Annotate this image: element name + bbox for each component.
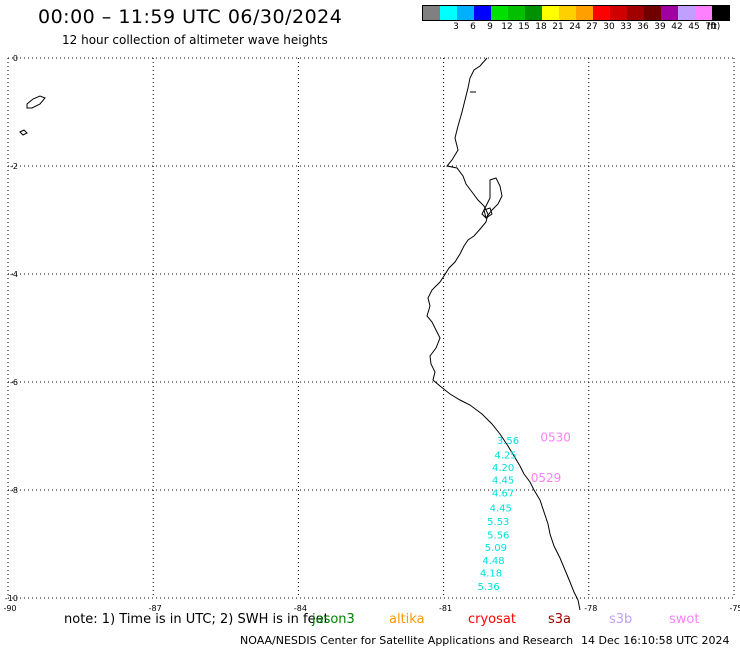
- longitude-label: -81: [439, 604, 452, 612]
- legend-label: 3: [453, 22, 459, 32]
- longitude-label: -87: [149, 604, 162, 612]
- legend-swatch: [542, 6, 559, 20]
- credit-text: NOAA/NESDIS Center for Satellite Applica…: [240, 634, 574, 647]
- generated-timestamp: 14 Dec 16:10:58 UTC 2024: [581, 634, 730, 647]
- latitude-label: -2: [10, 162, 18, 171]
- legend-label: 42: [671, 22, 683, 32]
- galapagos-island-large: [26, 95, 46, 109]
- chart-title: 00:00 – 11:59 UTC 06/30/2024: [38, 6, 343, 28]
- legend-label: 18: [535, 22, 547, 32]
- latitude-label: -6: [10, 378, 18, 387]
- coastline: [19, 57, 581, 611]
- legend-swatch: [508, 6, 525, 20]
- legend-label: 12: [501, 22, 513, 32]
- wave-height-value: 5.36: [477, 582, 499, 593]
- longitude-label: -75: [729, 604, 740, 612]
- satellite-name-s3b: s3b: [609, 612, 633, 627]
- legend-swatch: [627, 6, 644, 20]
- legend-unit: (ft): [706, 22, 721, 32]
- legend-label: 27: [586, 22, 598, 32]
- legend-swatch: [593, 6, 610, 20]
- legend-swatch: [576, 6, 593, 20]
- wave-height-value: 4.45: [490, 504, 512, 515]
- legend-labels: 3 6 9 12 15 18 21 24 27 30 33 36 39 42 45 70 (ft): [422, 21, 730, 33]
- longitude-label: -78: [584, 604, 597, 612]
- legend-swatch: [491, 6, 508, 20]
- legend-swatch: [559, 6, 576, 20]
- wave-height-value: 4.20: [492, 463, 514, 474]
- wave-height-value: 5.53: [487, 517, 509, 528]
- legend-label: 24: [569, 22, 581, 32]
- legend-swatches: [422, 5, 730, 21]
- latitude-label: -8: [10, 486, 18, 495]
- puna-island: [483, 207, 493, 219]
- wave-height-value: 4.67: [492, 488, 514, 499]
- legend-swatch: [440, 6, 457, 20]
- satellite-name-cryosat: cryosat: [468, 612, 516, 627]
- wave-height-value: 3.56: [497, 436, 519, 447]
- satellite-name-altika: altika: [389, 612, 425, 627]
- satellite-name-s3a: s3a: [548, 612, 572, 627]
- footnote: note: 1) Time is in UTC; 2) SWH is in fe…: [64, 612, 329, 627]
- wave-height-value: 4.18: [480, 568, 502, 579]
- latitude-label: 0: [13, 54, 18, 63]
- legend-label: 70: [705, 22, 717, 32]
- legend-label: 30: [603, 22, 615, 32]
- legend-swatch: [678, 6, 695, 20]
- color-legend: 3 6 9 12 15 18 21 24 27 30 33 36 39 42 45 70 (ft): [422, 5, 730, 33]
- pass-time-label: 0530: [540, 430, 571, 444]
- pass-time-labels: 0530 0529: [531, 430, 571, 485]
- latitude-label: -10: [5, 594, 18, 603]
- legend-swatch: [610, 6, 627, 20]
- wave-height-value: 4.25: [494, 451, 516, 462]
- legend-label: 21: [552, 22, 564, 32]
- wave-height-map: -90 -87 -84 -81 -78 -750-2-4-6-8-10 3.564.254…: [3, 54, 740, 612]
- legend-label: 45: [688, 22, 700, 32]
- legend-swatch: [661, 6, 678, 20]
- latitude-label: -4: [10, 270, 18, 279]
- legend-label: 39: [654, 22, 666, 32]
- longitude-label: -90: [3, 604, 16, 612]
- legend-label: 33: [620, 22, 632, 32]
- wave-height-value: 4.48: [482, 556, 504, 567]
- axis-labels: -90 -87 -84 -81 -78 -75 0 -2 -4 -6 -8 -10: [3, 54, 740, 612]
- guayaquil-gulf-outline: [481, 177, 503, 219]
- peru-ecuador-coastline: [426, 57, 581, 611]
- wave-height-value: 5.09: [485, 543, 507, 554]
- legend-swatch: [423, 6, 440, 20]
- legend-label: 9: [487, 22, 493, 32]
- legend-swatch: [525, 6, 542, 20]
- map-grid: [7, 57, 735, 599]
- legend-swatch: [474, 6, 491, 20]
- legend-swatch: [457, 6, 474, 20]
- wave-height-value: 4.45: [492, 476, 514, 487]
- galapagos-island-small: [19, 129, 28, 136]
- pass-time-label: 0529: [531, 471, 562, 485]
- satellite-name-swot: swot: [669, 612, 700, 627]
- legend-label: 15: [518, 22, 530, 32]
- wave-height-labels: 3.564.254.204.454.674.455.535.565.094.48…: [477, 436, 519, 593]
- legend-swatch: [644, 6, 661, 20]
- legend-swatch: [712, 6, 729, 20]
- chart-subtitle: 12 hour collection of altimeter wave hei…: [62, 33, 328, 47]
- satellite-name-jason3: jason3: [312, 612, 355, 627]
- wave-height-value: 5.56: [487, 531, 509, 542]
- legend-label: 36: [637, 22, 649, 32]
- legend-swatch: [695, 6, 712, 20]
- legend-label: 6: [470, 22, 476, 32]
- longitude-label: -84: [294, 604, 307, 612]
